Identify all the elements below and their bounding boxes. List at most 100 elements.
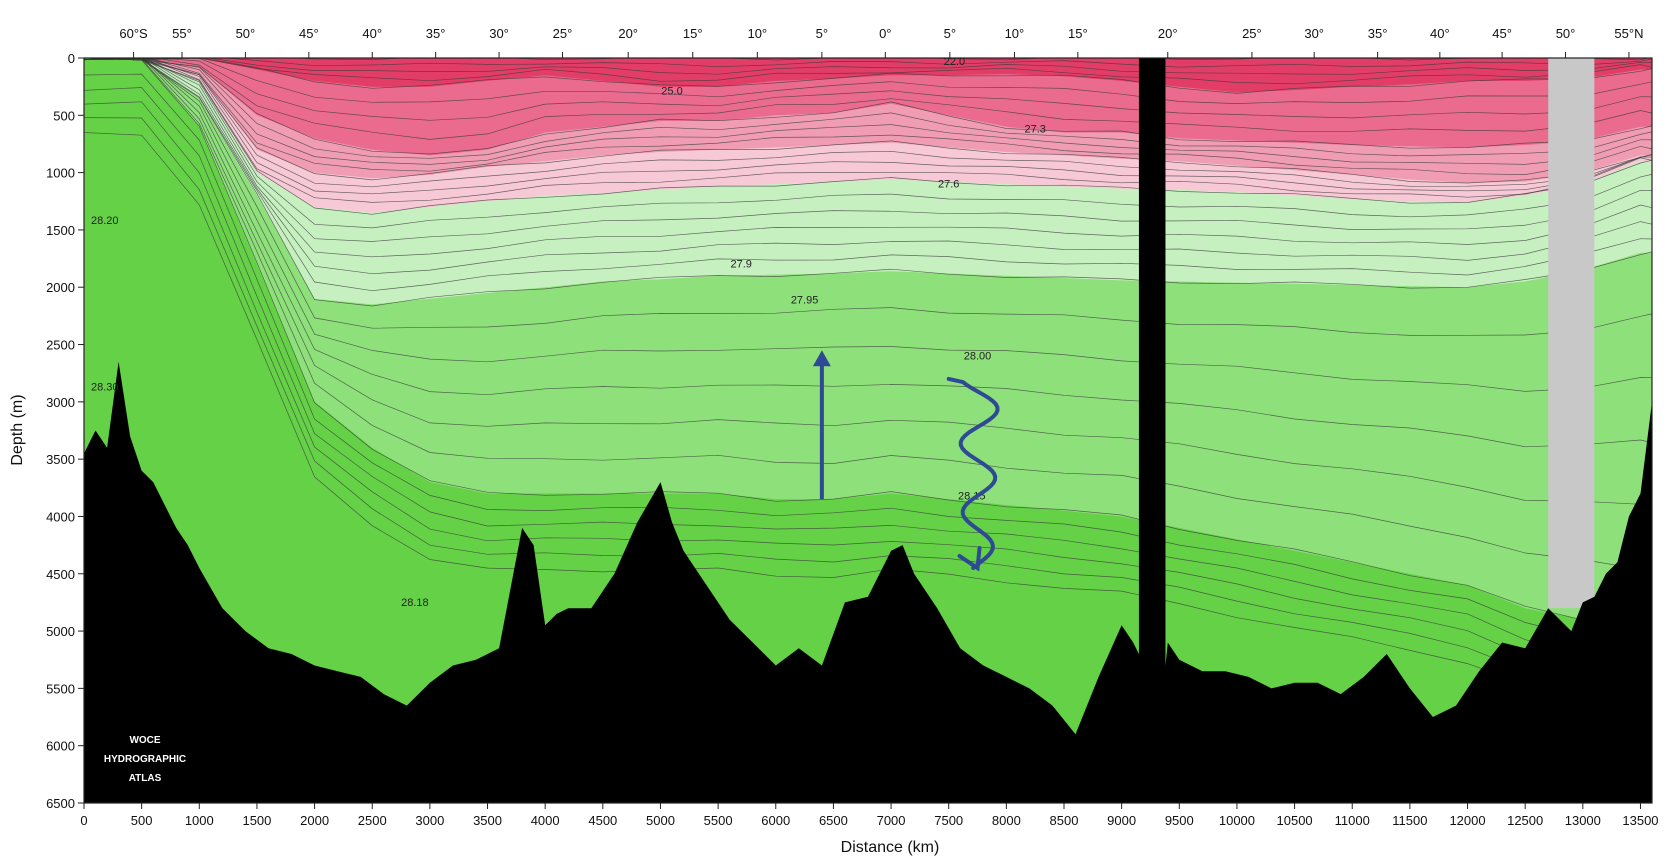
contour-line-27 (117, 58, 1652, 570)
x-tick-label-6: 3000 (415, 813, 444, 828)
logo-line-atlas: ATLAS (129, 773, 162, 784)
lat-tick-label-1: 55° (172, 26, 192, 41)
y-axis-ticks: 0 500 1000 1500 2000 2500 3000 3500 4000 4500 5000… (46, 51, 84, 811)
x-tick-label-12: 6000 (761, 813, 790, 828)
x-tick-label-15: 7500 (934, 813, 963, 828)
contour-line-19 (84, 58, 1652, 258)
y-tick-label-0: 0 (68, 51, 75, 66)
lat-tick-label-20: 40° (1430, 26, 1450, 41)
lat-tick-label-4: 40° (362, 26, 382, 41)
contour-line-24 (84, 58, 1652, 392)
lat-tick-label-5: 35° (426, 26, 446, 41)
contour-line-26 (142, 58, 1652, 508)
contour-line-22 (84, 58, 1652, 307)
seafloor-bathymetry (84, 58, 1652, 803)
contour-label-3: 27.6 (938, 179, 959, 191)
woce-logo: WOCE HYDROGRAPHIC ATLAS (104, 735, 186, 784)
contour-line-14 (84, 58, 1652, 195)
y-tick-label-10: 5000 (46, 624, 75, 639)
y-tick-label-3: 1500 (46, 223, 75, 238)
x-tick-label-7: 3500 (473, 813, 502, 828)
contour-line-1 (84, 58, 1652, 68)
x-tick-label-2: 1000 (185, 813, 214, 828)
lat-tick-label-22: 50° (1556, 26, 1576, 41)
contour-labels: 22.0 25.0 27.3 27.6 28.20 27.9 27.95 28.00 28.30… (91, 56, 1046, 609)
contour-line-16 (84, 58, 1652, 215)
upwelling-arrow-head (812, 350, 831, 367)
lat-tick-label-7: 25° (553, 26, 573, 41)
y-tick-label-12: 6000 (46, 739, 75, 754)
contour-label-6: 27.95 (791, 294, 819, 306)
lat-tick-label-11: 5° (816, 26, 828, 41)
x-tick-label-22: 11000 (1335, 813, 1370, 828)
x-tick-label-26: 13000 (1565, 813, 1601, 828)
density-layers (84, 58, 1652, 803)
y-tick-label-5: 2500 (46, 338, 75, 353)
land-barrier (1138, 58, 1166, 803)
lat-tick-label-9: 15° (683, 26, 703, 41)
x-tick-label-25: 12500 (1507, 813, 1543, 828)
x-tick-label-19: 9500 (1165, 813, 1194, 828)
contour-label-0: 22.0 (944, 56, 965, 68)
lat-tick-label-15: 15° (1068, 26, 1088, 41)
y-tick-label-6: 3000 (46, 395, 75, 410)
logo-line-woce: WOCE (129, 735, 160, 746)
contour-label-8: 28.30 (91, 381, 119, 393)
contour-line-9 (84, 58, 1652, 159)
lat-tick-label-3: 45° (299, 26, 319, 41)
contour-line-7 (84, 58, 1652, 140)
y-axis-title: Depth (m) (9, 394, 26, 465)
x-tick-label-0: 0 (80, 813, 87, 828)
x-tick-label-17: 8500 (1050, 813, 1079, 828)
lat-tick-label-0: 60°S (119, 26, 148, 41)
x-tick-label-14: 7000 (877, 813, 906, 828)
y-tick-label-9: 4500 (46, 567, 75, 582)
lat-tick-label-21: 45° (1492, 26, 1512, 41)
no-data-region (1548, 58, 1595, 609)
y-tick-label-2: 1000 (46, 166, 75, 181)
x-tick-label-20: 10000 (1219, 813, 1255, 828)
contour-line-25 (84, 58, 1652, 448)
contour-label-5: 27.9 (730, 259, 751, 271)
y-tick-label-8: 4000 (46, 509, 75, 524)
contour-label-1: 25.0 (661, 86, 682, 98)
x-axis-title: Distance (km) (841, 839, 940, 856)
mixing-arrow-path (946, 376, 1000, 570)
contour-label-7: 28.00 (964, 350, 992, 362)
logo-line-hydrographic: HYDROGRAPHIC (104, 754, 186, 765)
x-tick-label-13: 6500 (819, 813, 848, 828)
contour-line-0 (84, 58, 1650, 61)
contour-line-20 (142, 58, 1652, 275)
density-layer-7 (84, 58, 1652, 803)
y-tick-label-7: 3500 (46, 452, 75, 467)
contour-line-17 (84, 58, 1652, 229)
lat-tick-label-8: 20° (618, 26, 638, 41)
contour-line-29 (84, 73, 1652, 648)
x-tick-label-23: 11500 (1392, 813, 1427, 828)
lat-tick-label-12: 0° (879, 26, 891, 41)
contour-line-28 (84, 58, 1652, 634)
lat-tick-label-17: 25° (1242, 26, 1262, 41)
x-tick-label-16: 8000 (992, 813, 1021, 828)
contour-line-2 (84, 58, 1652, 75)
plot-frame (83, 57, 1653, 804)
x-tick-label-3: 1500 (242, 813, 271, 828)
contour-line-23 (84, 58, 1652, 336)
contour-line-13 (84, 58, 1652, 188)
contour-label-2: 27.3 (1024, 124, 1045, 136)
lat-tick-label-19: 35° (1368, 26, 1388, 41)
contour-line-10 (84, 58, 1652, 165)
contour-label-10: 28.18 (401, 597, 429, 609)
y-tick-label-1: 500 (53, 108, 75, 123)
contour-line-18 (84, 58, 1652, 242)
lat-tick-label-6: 30° (489, 26, 509, 41)
lat-tick-label-2: 50° (236, 26, 256, 41)
x-tick-label-1: 500 (131, 813, 153, 828)
latitude-ticks: 60°S 55° 50° 45° 40° 35° 30° 25° 20° 15° 10° 5° 0° 5°… (119, 26, 1643, 58)
contour-line-6 (84, 58, 1652, 121)
y-tick-label-13: 6500 (46, 796, 75, 811)
lat-tick-label-18: 30° (1304, 26, 1324, 41)
flow-arrows (812, 350, 1000, 572)
contour-line-11 (84, 58, 1652, 175)
